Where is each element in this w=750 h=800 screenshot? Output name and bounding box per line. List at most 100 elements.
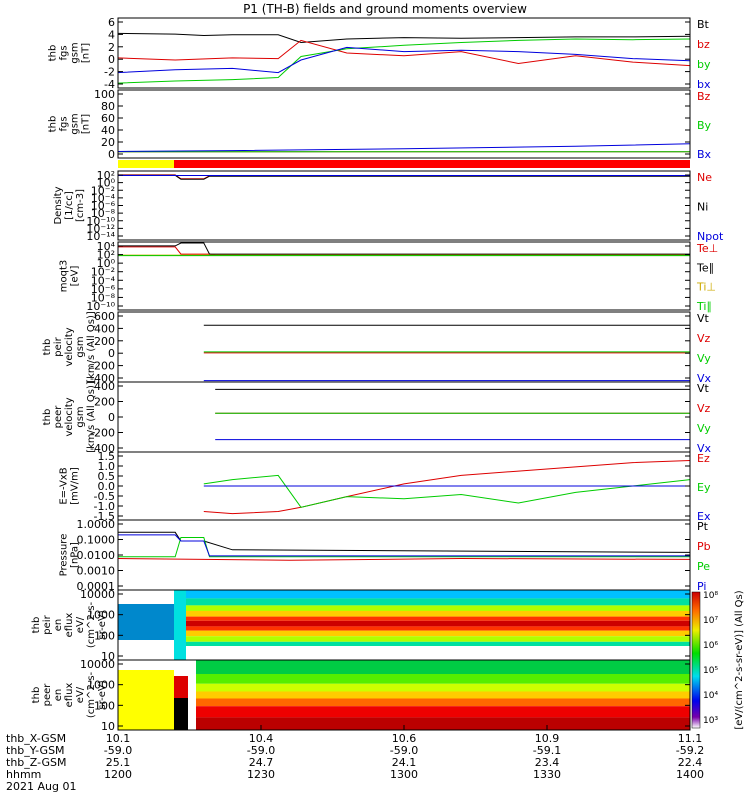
ylabel-line: velocity xyxy=(64,397,75,436)
series-line-bz xyxy=(117,39,691,67)
colorbar-scale xyxy=(691,591,701,729)
heatmap-early-block xyxy=(118,670,174,730)
legend-Ey: Ey xyxy=(697,481,711,494)
panel-frame xyxy=(117,241,691,311)
ylabel-line: [cm-3] xyxy=(75,189,86,222)
ytick-label: 10⁻¹² xyxy=(86,222,115,235)
ytick-label: 200 xyxy=(94,396,115,409)
ytick-label: 10 xyxy=(101,720,115,733)
ytick-label: -200 xyxy=(90,360,115,373)
ytick-label: 10⁰ xyxy=(97,257,116,270)
ytick-label: 100 xyxy=(94,699,115,712)
xaxis-value: -59.2 xyxy=(676,744,704,757)
ytick-label: 10 xyxy=(101,650,115,663)
xaxis-value: 25.1 xyxy=(106,756,131,769)
ylabel-line: eflux xyxy=(64,683,75,708)
panel-frame xyxy=(117,381,691,453)
xaxis-row-label: hhmm xyxy=(6,768,41,781)
ytick-label: 0 xyxy=(108,411,115,424)
panel-10: 10000 1000 100 10 thb peer en eflux eV/(cm^2-s-s… xyxy=(31,658,691,733)
heatmap-gap-strip xyxy=(174,590,186,660)
heatmap-band xyxy=(186,620,690,627)
heatmap-band xyxy=(186,598,690,606)
ytick-label: 0.0010 xyxy=(77,565,116,578)
legend-Npot: Npot xyxy=(697,230,724,243)
legend-Vt: Vt xyxy=(697,382,710,395)
xaxis-value: -59.0 xyxy=(390,744,418,757)
ylabel-line: en xyxy=(53,619,64,632)
ylabel-line: velocity xyxy=(64,327,75,366)
series-line-Bx xyxy=(117,143,691,152)
ytick-label: 60 xyxy=(101,112,115,125)
series-line-Pi xyxy=(118,534,690,557)
heatmap-band xyxy=(196,706,690,718)
legend-Ti⊥: Ti⊥ xyxy=(696,281,716,294)
ytick-label: 10⁻⁸ xyxy=(91,291,116,304)
ylabel-line: Density xyxy=(53,186,64,224)
ylabel-line: [nT] xyxy=(81,114,92,134)
ytick-label: 200 xyxy=(94,335,115,348)
ytick-label: 1.5 xyxy=(98,450,116,463)
ytick-label: 10⁻⁴ xyxy=(91,192,116,205)
xaxis-value: 1330 xyxy=(533,768,561,781)
panel-7: 1.51.00.50.0-0.5-1.0-1.5 E=-VxB [mV/m] xyxy=(59,450,691,523)
heatmap-band xyxy=(196,691,690,699)
heatmap-band xyxy=(186,590,690,599)
ytick-label: 1000 xyxy=(87,609,115,622)
legend-Ez: Ez xyxy=(697,452,710,465)
series-line-Pe xyxy=(118,537,690,558)
panel-9: 10000 1000 100 10 thb peir en eflux eV/(cm^2-s-s… xyxy=(31,588,691,663)
ytick-label: -1.5 xyxy=(94,510,115,523)
xaxis-value: 10.6 xyxy=(392,732,417,745)
ytick-label: 10² xyxy=(97,169,115,182)
series-line-Ez xyxy=(203,460,691,515)
ytick-label: 0 xyxy=(108,347,115,360)
ylabel-line: sr-eV) xyxy=(97,680,108,709)
ylabel-line: thb xyxy=(42,339,53,356)
ylabel-line: [nT] xyxy=(81,43,92,63)
legend-By: By xyxy=(697,119,712,132)
legend-Vx: Vx xyxy=(697,442,712,455)
ylabel-line: peir xyxy=(42,614,53,634)
ytick-label: 10000 xyxy=(80,658,115,671)
legend-Ti∥: Ti∥ xyxy=(696,300,712,313)
xaxis-value: 10.1 xyxy=(106,732,131,745)
ytick-label: 10⁰ xyxy=(97,177,116,190)
ytick-label: 20 xyxy=(101,136,115,149)
ytick-label: 0.0100 xyxy=(77,549,116,562)
series-line-bx xyxy=(117,46,691,74)
panel-frame xyxy=(117,519,691,591)
ylabel-line: thb xyxy=(31,617,42,634)
ytick-label: 10² xyxy=(97,249,115,262)
colorbar-tick: 10⁷ xyxy=(703,616,718,626)
heatmap-band xyxy=(196,717,690,730)
ylabel-line: fgs xyxy=(59,45,70,60)
heatmap-band xyxy=(186,616,690,621)
heatmap-band xyxy=(196,660,690,674)
ylabel-line: gsm xyxy=(70,42,81,63)
ytick-label: 6 xyxy=(108,16,115,29)
ytick-label: 10⁻¹⁴ xyxy=(86,230,115,243)
xaxis-value: -59.0 xyxy=(247,744,275,757)
ytick-label: -0.5 xyxy=(94,490,115,503)
ytick-label: 10⁻² xyxy=(91,184,115,197)
xaxis-row-label: thb_X-GSM xyxy=(6,732,66,745)
heatmap-band xyxy=(186,611,690,617)
legend-bx: bx xyxy=(697,78,711,91)
legend-Vy: Vy xyxy=(697,422,711,435)
ytick-label: 10⁻¹⁰ xyxy=(86,300,115,313)
xaxis-value: 11.1 xyxy=(678,732,703,745)
page-title: P1 (TH-B) fields and ground moments over… xyxy=(243,2,527,16)
legend-Te∥: Te∥ xyxy=(696,261,714,274)
ytick-label: 1.0 xyxy=(98,460,116,473)
heatmap-band xyxy=(186,630,690,637)
heatmap-band xyxy=(196,674,690,684)
ylabel-line: gsm xyxy=(75,406,86,427)
legend-by: by xyxy=(697,58,711,71)
ytick-label: -200 xyxy=(90,427,115,440)
ytick-label: 0.5 xyxy=(98,470,116,483)
